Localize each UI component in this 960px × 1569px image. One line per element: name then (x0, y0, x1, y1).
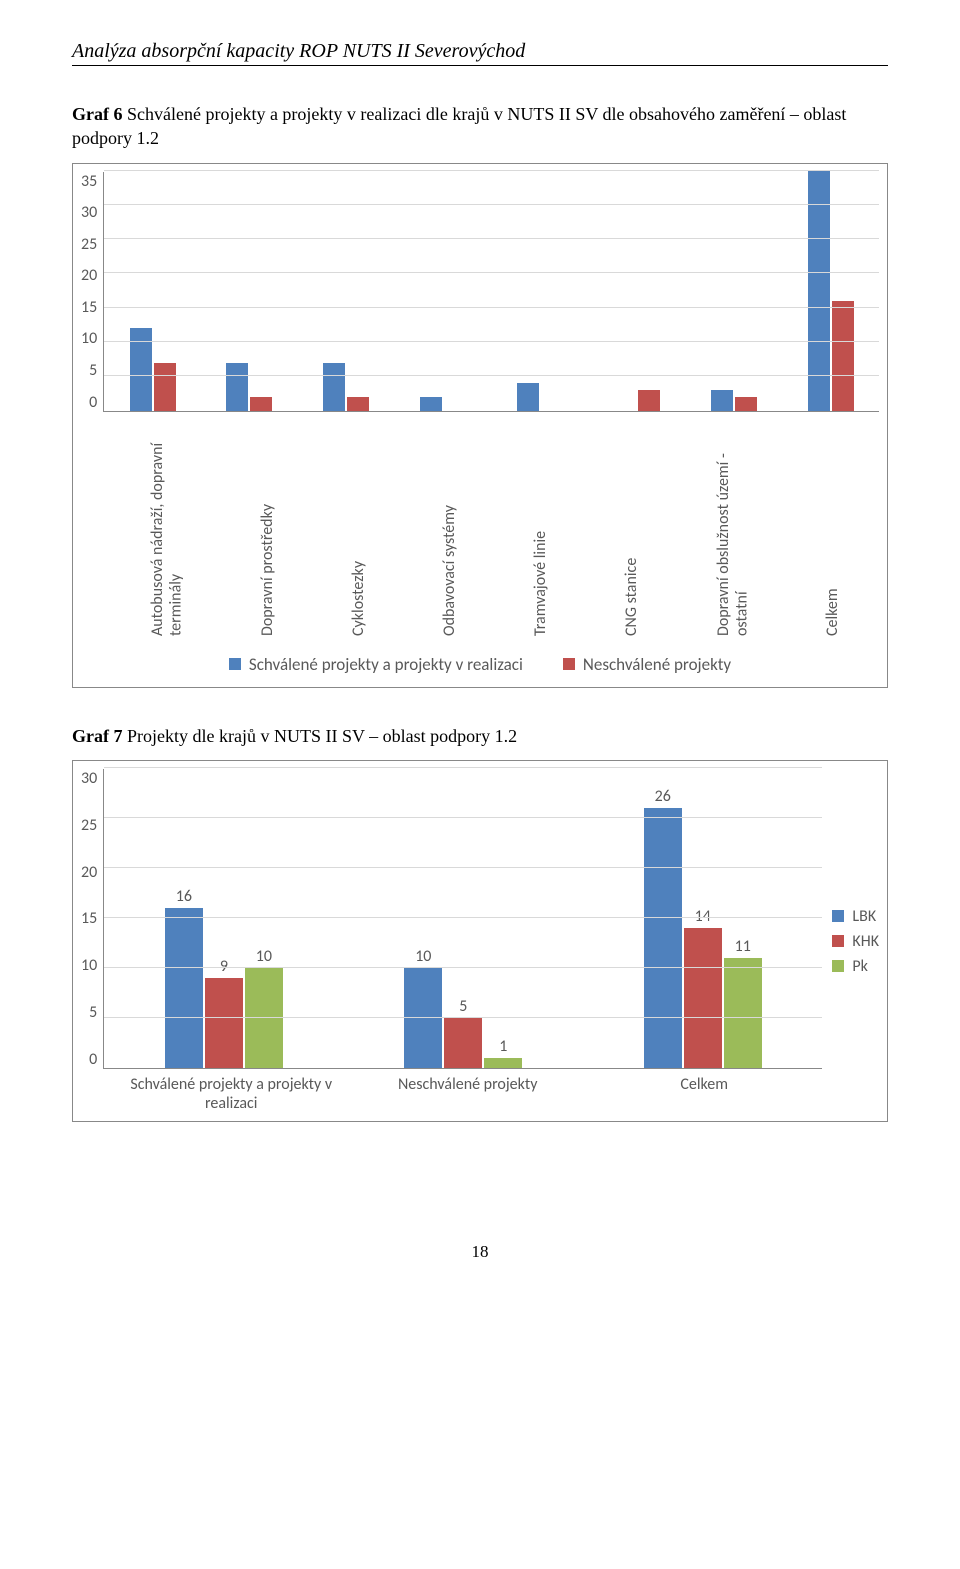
graf7-caption-text: Projekty dle krajů v NUTS II SV – oblast… (122, 726, 517, 746)
x-label: Dopravní obslužnost území - ostatní (715, 412, 752, 642)
y-tick: 25 (81, 235, 97, 254)
graf7-legend: LBK KHK Pk (822, 769, 879, 1113)
graf6-caption-prefix: Graf 6 (72, 104, 122, 124)
bar (832, 301, 854, 411)
bar (638, 390, 660, 411)
bar (684, 928, 722, 1068)
bar (404, 968, 442, 1068)
bar (420, 397, 442, 411)
legend-label: Schválené projekty a projekty v realizac… (249, 654, 523, 675)
y-tick: 25 (81, 816, 97, 835)
graf7-chart: 302520151050 169101051261411 Schválené p… (72, 760, 888, 1122)
y-tick: 35 (81, 172, 97, 191)
legend-swatch (832, 935, 844, 947)
bar (226, 363, 248, 411)
bar (347, 397, 369, 411)
y-tick: 5 (81, 1003, 97, 1022)
x-label: Neschválené projekty (349, 1069, 585, 1113)
x-label: Odbavovací systémy (441, 412, 459, 642)
graf6-caption: Graf 6 Schválené projekty a projekty v r… (72, 102, 888, 151)
bar-value-label: 1 (499, 1037, 507, 1056)
legend-swatch (832, 960, 844, 972)
legend-label: Neschválené projekty (583, 654, 731, 675)
bar (735, 397, 757, 411)
bar-value-label: 16 (176, 887, 192, 906)
bar (165, 908, 203, 1068)
bar-group: 16910 (164, 769, 284, 1068)
graf6-caption-text: Schválené projekty a projekty v realizac… (72, 104, 846, 148)
y-tick: 0 (81, 1050, 97, 1069)
x-label: Autobusová nádraží, dopravní terminály (149, 412, 186, 642)
y-tick: 10 (81, 329, 97, 348)
legend-label: LBK (852, 907, 876, 926)
y-tick: 15 (81, 298, 97, 317)
legend-swatch (832, 910, 844, 922)
bar-value-label: 11 (735, 937, 751, 956)
graf7-caption: Graf 7 Projekty dle krajů v NUTS II SV –… (72, 724, 888, 748)
x-label: Dopravní prostředky (259, 412, 277, 642)
y-tick: 5 (81, 361, 97, 380)
bar (205, 978, 243, 1068)
bar-value-label: 26 (655, 787, 671, 806)
y-tick: 0 (81, 393, 97, 412)
graf7-caption-prefix: Graf 7 (72, 726, 122, 746)
graf7-x-labels: Schválené projekty a projekty v realizac… (113, 1069, 822, 1113)
bar (711, 390, 733, 411)
legend-label: Pk (852, 957, 868, 976)
x-label: Celkem (586, 1069, 822, 1113)
legend-swatch (563, 658, 575, 670)
graf7-bars: 169101051261411 (104, 769, 822, 1068)
page-number: 18 (72, 1242, 888, 1262)
bar-group: 261411 (643, 769, 763, 1068)
graf6-plot-area (103, 172, 879, 412)
legend-swatch (229, 658, 241, 670)
page-header-title: Analýza absorpční kapacity ROP NUTS II S… (72, 40, 888, 66)
graf7-y-axis: 30 25 20 15 10 5 0 (81, 769, 103, 1069)
legend-item: LBK (832, 907, 879, 926)
legend-item: Pk (832, 957, 879, 976)
legend-item: KHK (832, 932, 879, 951)
legend-item: Neschválené projekty (563, 654, 731, 675)
x-label: CNG stanice (623, 412, 641, 642)
bar (644, 808, 682, 1068)
bar (444, 1018, 482, 1068)
graf6-x-labels: Autobusová nádraží, dopravní terminály Do… (113, 412, 879, 642)
bar (245, 968, 283, 1068)
x-label: Cyklostezky (350, 412, 368, 642)
x-label: Schválené projekty a projekty v realizac… (113, 1069, 349, 1113)
bar-value-label: 5 (459, 997, 467, 1016)
x-label: Celkem (824, 412, 842, 642)
y-tick: 15 (81, 909, 97, 928)
y-tick: 20 (81, 863, 97, 882)
graf6-legend: Schválené projekty a projekty v realizac… (81, 642, 879, 679)
y-tick: 10 (81, 956, 97, 975)
bar (724, 958, 762, 1068)
graf7-plot-area: 169101051261411 (103, 769, 822, 1069)
y-tick: 20 (81, 266, 97, 285)
y-tick: 30 (81, 769, 97, 788)
bar (154, 363, 176, 411)
graf6-y-axis: 35 30 25 20 15 10 5 0 (81, 172, 103, 412)
bar-group: 10 5 1 (403, 769, 523, 1068)
legend-label: KHK (852, 932, 879, 951)
y-tick: 30 (81, 203, 97, 222)
legend-item: Schválené projekty a projekty v realizac… (229, 654, 523, 675)
graf6-chart: 35 30 25 20 15 10 5 0 Autobusová nádraží, dopra… (72, 163, 888, 688)
x-label: Tramvajové linie (532, 412, 550, 642)
bar (323, 363, 345, 411)
bar (250, 397, 272, 411)
bar-value-label: 10 (256, 947, 272, 966)
bar (484, 1058, 522, 1068)
bar-value-label: 10 (415, 947, 431, 966)
bar (517, 383, 539, 410)
